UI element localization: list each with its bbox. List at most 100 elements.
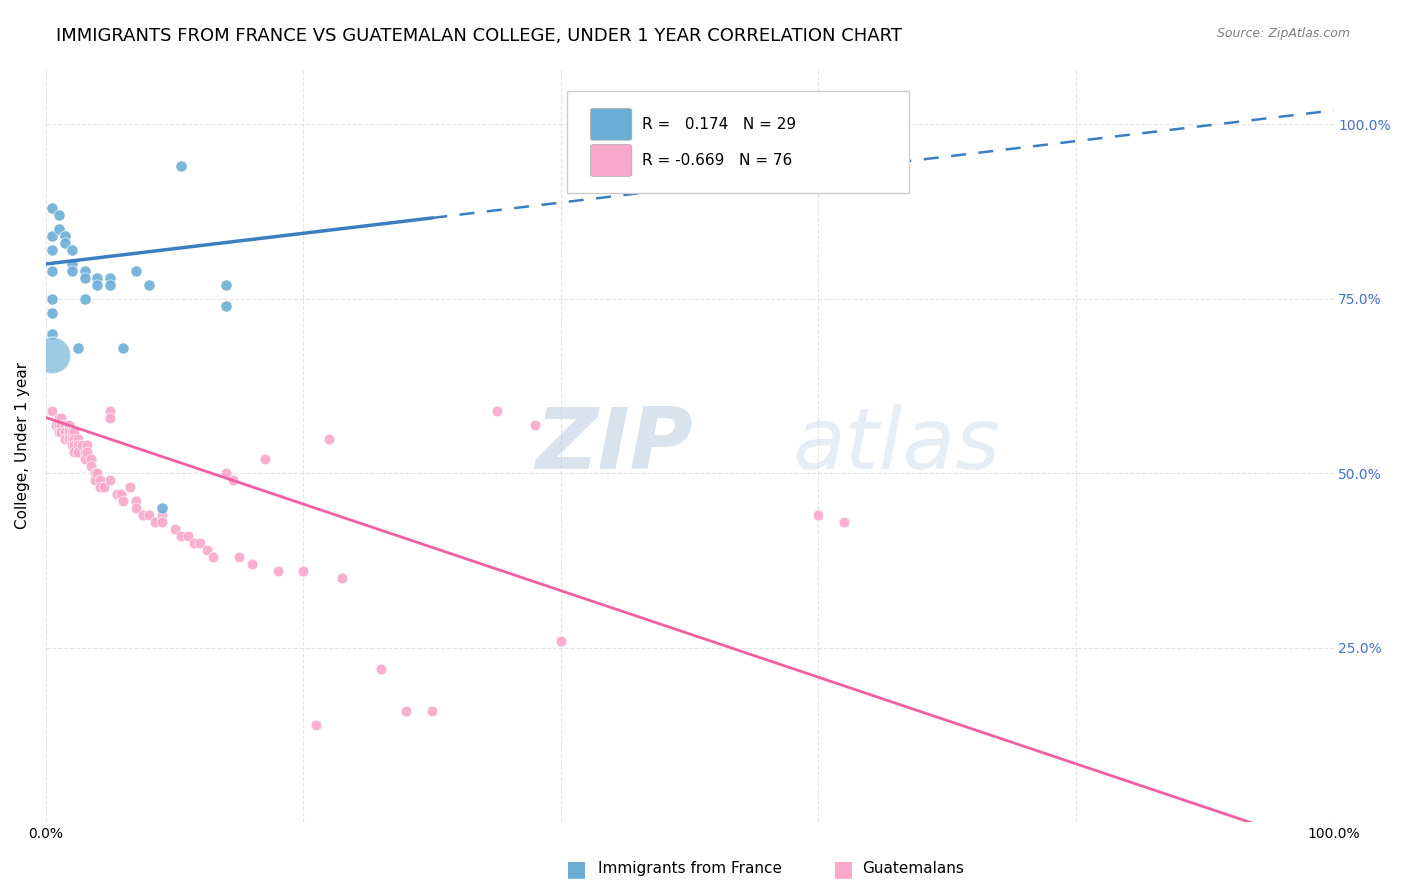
Point [183, 536, 205, 550]
Point [41, 403, 63, 417]
Point [73, 445, 96, 459]
Point [86, 271, 108, 285]
Point [63, 425, 86, 439]
Point [41, 264, 63, 278]
Point [253, 452, 276, 467]
Point [67, 432, 90, 446]
Text: R =   0.174   N = 29: R = 0.174 N = 29 [643, 117, 796, 132]
Point [58, 432, 80, 446]
Point [80, 452, 103, 467]
Point [98, 474, 121, 488]
Point [41, 306, 63, 320]
Text: ■: ■ [567, 859, 586, 879]
FancyBboxPatch shape [591, 109, 631, 140]
FancyBboxPatch shape [568, 91, 908, 193]
Point [131, 508, 153, 523]
Point [53, 417, 76, 432]
Point [63, 432, 86, 446]
Point [48, 417, 70, 432]
Point [524, 417, 547, 432]
Point [51, 417, 73, 432]
Point [67, 445, 90, 459]
Point [420, 704, 443, 718]
Text: ZIP: ZIP [536, 404, 693, 487]
Point [145, 516, 167, 530]
Point [41, 326, 63, 341]
Text: Source: ZipAtlas.com: Source: ZipAtlas.com [1216, 27, 1350, 40]
Point [83, 467, 105, 481]
Point [41, 292, 63, 306]
Point [176, 529, 198, 543]
Point [93, 480, 115, 494]
Point [98, 271, 121, 285]
Point [67, 341, 90, 355]
Point [53, 235, 76, 250]
Point [60, 438, 83, 452]
Point [73, 271, 96, 285]
Point [485, 403, 508, 417]
FancyBboxPatch shape [591, 145, 631, 177]
Point [48, 208, 70, 222]
Point [318, 432, 340, 446]
Point [48, 410, 70, 425]
Point [550, 634, 572, 648]
Point [98, 410, 121, 425]
Text: R = -0.669   N = 76: R = -0.669 N = 76 [643, 153, 793, 168]
Point [53, 432, 76, 446]
Point [150, 516, 173, 530]
Point [138, 277, 160, 292]
Point [138, 508, 160, 523]
Point [98, 277, 121, 292]
Point [370, 662, 392, 676]
Point [125, 494, 148, 508]
Point [267, 564, 290, 578]
Point [76, 445, 98, 459]
Point [86, 467, 108, 481]
Point [45, 417, 67, 432]
Point [305, 717, 328, 731]
Point [98, 403, 121, 417]
Point [83, 474, 105, 488]
Point [89, 480, 111, 494]
Y-axis label: College, Under 1 year: College, Under 1 year [15, 362, 30, 529]
Point [41, 348, 63, 362]
Text: atlas: atlas [793, 404, 1001, 487]
Point [240, 557, 263, 571]
Point [67, 438, 90, 452]
Point [150, 508, 173, 523]
Point [53, 425, 76, 439]
Point [60, 425, 83, 439]
Point [41, 243, 63, 257]
Point [73, 264, 96, 278]
Point [150, 501, 173, 516]
Point [60, 432, 83, 446]
Point [215, 299, 238, 313]
Point [41, 229, 63, 244]
Point [125, 501, 148, 516]
Point [202, 550, 225, 565]
Point [89, 474, 111, 488]
Point [51, 425, 73, 439]
Point [58, 417, 80, 432]
Point [80, 459, 103, 474]
Point [48, 425, 70, 439]
Point [170, 529, 193, 543]
Point [70, 438, 93, 452]
Text: Immigrants from France: Immigrants from France [598, 862, 782, 876]
Text: Guatemalans: Guatemalans [862, 862, 963, 876]
Point [73, 292, 96, 306]
Point [832, 516, 855, 530]
Point [76, 438, 98, 452]
Point [86, 277, 108, 292]
Point [125, 264, 148, 278]
Text: IMMIGRANTS FROM FRANCE VS GUATEMALAN COLLEGE, UNDER 1 YEAR CORRELATION CHART: IMMIGRANTS FROM FRANCE VS GUATEMALAN COL… [56, 27, 903, 45]
Point [163, 522, 186, 536]
Point [110, 487, 132, 501]
Point [330, 571, 353, 585]
Point [60, 257, 83, 271]
Point [292, 564, 315, 578]
Point [195, 543, 218, 558]
Point [395, 704, 418, 718]
Point [170, 159, 193, 173]
Point [60, 243, 83, 257]
